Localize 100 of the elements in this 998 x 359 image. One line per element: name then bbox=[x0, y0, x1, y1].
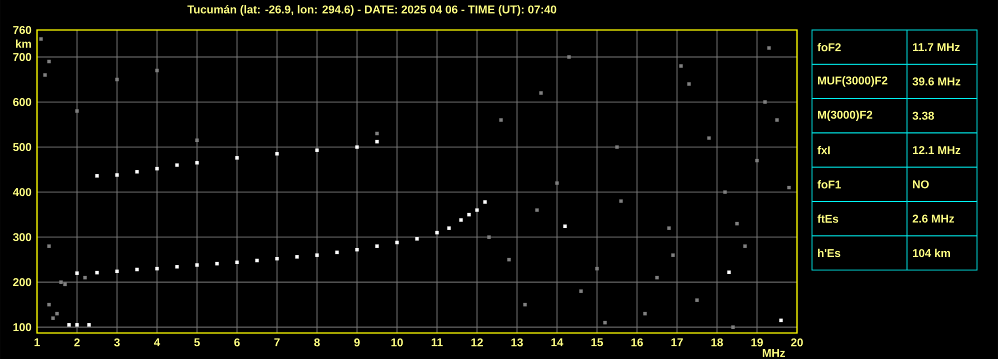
point bbox=[43, 73, 47, 77]
text: 104 km bbox=[912, 248, 950, 258]
point bbox=[679, 64, 683, 68]
point bbox=[275, 152, 279, 156]
y-tick-label: 700 bbox=[13, 53, 32, 62]
x-tick-label: 6 bbox=[234, 338, 240, 346]
text: 39.6 MHz bbox=[912, 77, 960, 86]
point bbox=[523, 302, 527, 306]
x-tick-label: 12 bbox=[471, 338, 483, 346]
point bbox=[75, 271, 79, 275]
point bbox=[775, 118, 779, 122]
point bbox=[579, 289, 583, 293]
x-tick-label: 8 bbox=[314, 338, 320, 346]
point bbox=[135, 170, 139, 174]
point bbox=[75, 323, 79, 327]
point bbox=[315, 148, 319, 152]
point bbox=[355, 145, 359, 149]
point bbox=[39, 37, 43, 41]
x-tick-label: 1 bbox=[34, 338, 40, 346]
point bbox=[375, 140, 379, 144]
point bbox=[727, 270, 731, 274]
point bbox=[767, 46, 771, 50]
x-tick-label: 18 bbox=[711, 338, 723, 346]
point bbox=[655, 276, 659, 280]
point bbox=[615, 145, 619, 149]
point bbox=[115, 270, 119, 274]
text: M(3000)F2 bbox=[818, 110, 872, 122]
point bbox=[763, 100, 767, 104]
point bbox=[375, 132, 379, 136]
point bbox=[735, 222, 739, 226]
x-tick-label: 5 bbox=[194, 338, 200, 346]
point bbox=[447, 226, 451, 230]
point bbox=[255, 258, 259, 262]
point bbox=[483, 200, 487, 204]
point bbox=[47, 244, 51, 248]
text: foF2 bbox=[817, 42, 841, 52]
chart-title: Tucumán (lat: -26.9, lon: 294.6) - DATE: 2025 04 06 - TIME (UT): 07:40 bbox=[187, 5, 556, 16]
point bbox=[115, 173, 119, 177]
point bbox=[195, 138, 199, 142]
point bbox=[499, 118, 503, 122]
y-tick-label: 300 bbox=[12, 233, 32, 242]
point bbox=[563, 224, 567, 228]
point bbox=[667, 226, 671, 230]
point bbox=[743, 244, 747, 248]
x-tick-label: 10 bbox=[391, 338, 403, 346]
point bbox=[195, 263, 199, 267]
point bbox=[115, 78, 119, 82]
point bbox=[55, 312, 59, 316]
point bbox=[619, 199, 623, 203]
point bbox=[603, 320, 607, 324]
y-tick-label: 600 bbox=[13, 98, 32, 106]
text: 3.38 bbox=[912, 112, 934, 120]
point bbox=[755, 158, 759, 162]
y-axis-title: km bbox=[16, 40, 31, 48]
point bbox=[95, 270, 99, 274]
y-tick-label: 760 bbox=[13, 26, 32, 34]
text: foF1 bbox=[817, 180, 841, 188]
x-tick-label: 15 bbox=[591, 338, 603, 346]
point bbox=[487, 235, 491, 239]
x-tick-label: 3 bbox=[114, 338, 120, 346]
y-tick-label: 500 bbox=[13, 143, 32, 152]
point bbox=[475, 208, 479, 212]
y-tick-label: 200 bbox=[13, 278, 32, 286]
point bbox=[315, 253, 319, 257]
x-tick-label: 11 bbox=[432, 338, 443, 346]
point bbox=[95, 174, 99, 178]
point bbox=[175, 265, 179, 269]
point bbox=[787, 186, 791, 190]
text: 12.1 MHz bbox=[912, 146, 960, 154]
x-tick-label: 4 bbox=[154, 338, 160, 346]
point bbox=[355, 248, 359, 252]
text: fxI bbox=[817, 146, 830, 154]
text: ftEs bbox=[817, 214, 838, 223]
point bbox=[59, 280, 63, 284]
point bbox=[535, 208, 539, 212]
point bbox=[671, 253, 675, 257]
y-tick-label: 400 bbox=[12, 188, 32, 196]
point bbox=[687, 82, 691, 86]
point bbox=[75, 109, 79, 113]
text: 2.6 MHz bbox=[912, 214, 954, 223]
point bbox=[539, 91, 543, 95]
point bbox=[83, 276, 87, 280]
point bbox=[435, 230, 439, 234]
point bbox=[695, 298, 699, 302]
point bbox=[275, 256, 279, 260]
point bbox=[47, 60, 51, 64]
point bbox=[335, 250, 339, 254]
point bbox=[135, 268, 139, 272]
x-tick-label: 17 bbox=[671, 338, 683, 346]
point bbox=[215, 262, 219, 266]
point bbox=[467, 212, 471, 216]
point bbox=[235, 156, 239, 160]
point bbox=[395, 240, 399, 244]
point bbox=[47, 302, 51, 306]
point bbox=[567, 55, 571, 59]
x-tick-label: 14 bbox=[551, 338, 564, 346]
x-tick-label: 7 bbox=[274, 338, 280, 346]
text: NO bbox=[913, 180, 929, 188]
point bbox=[155, 266, 159, 270]
point bbox=[67, 323, 71, 327]
